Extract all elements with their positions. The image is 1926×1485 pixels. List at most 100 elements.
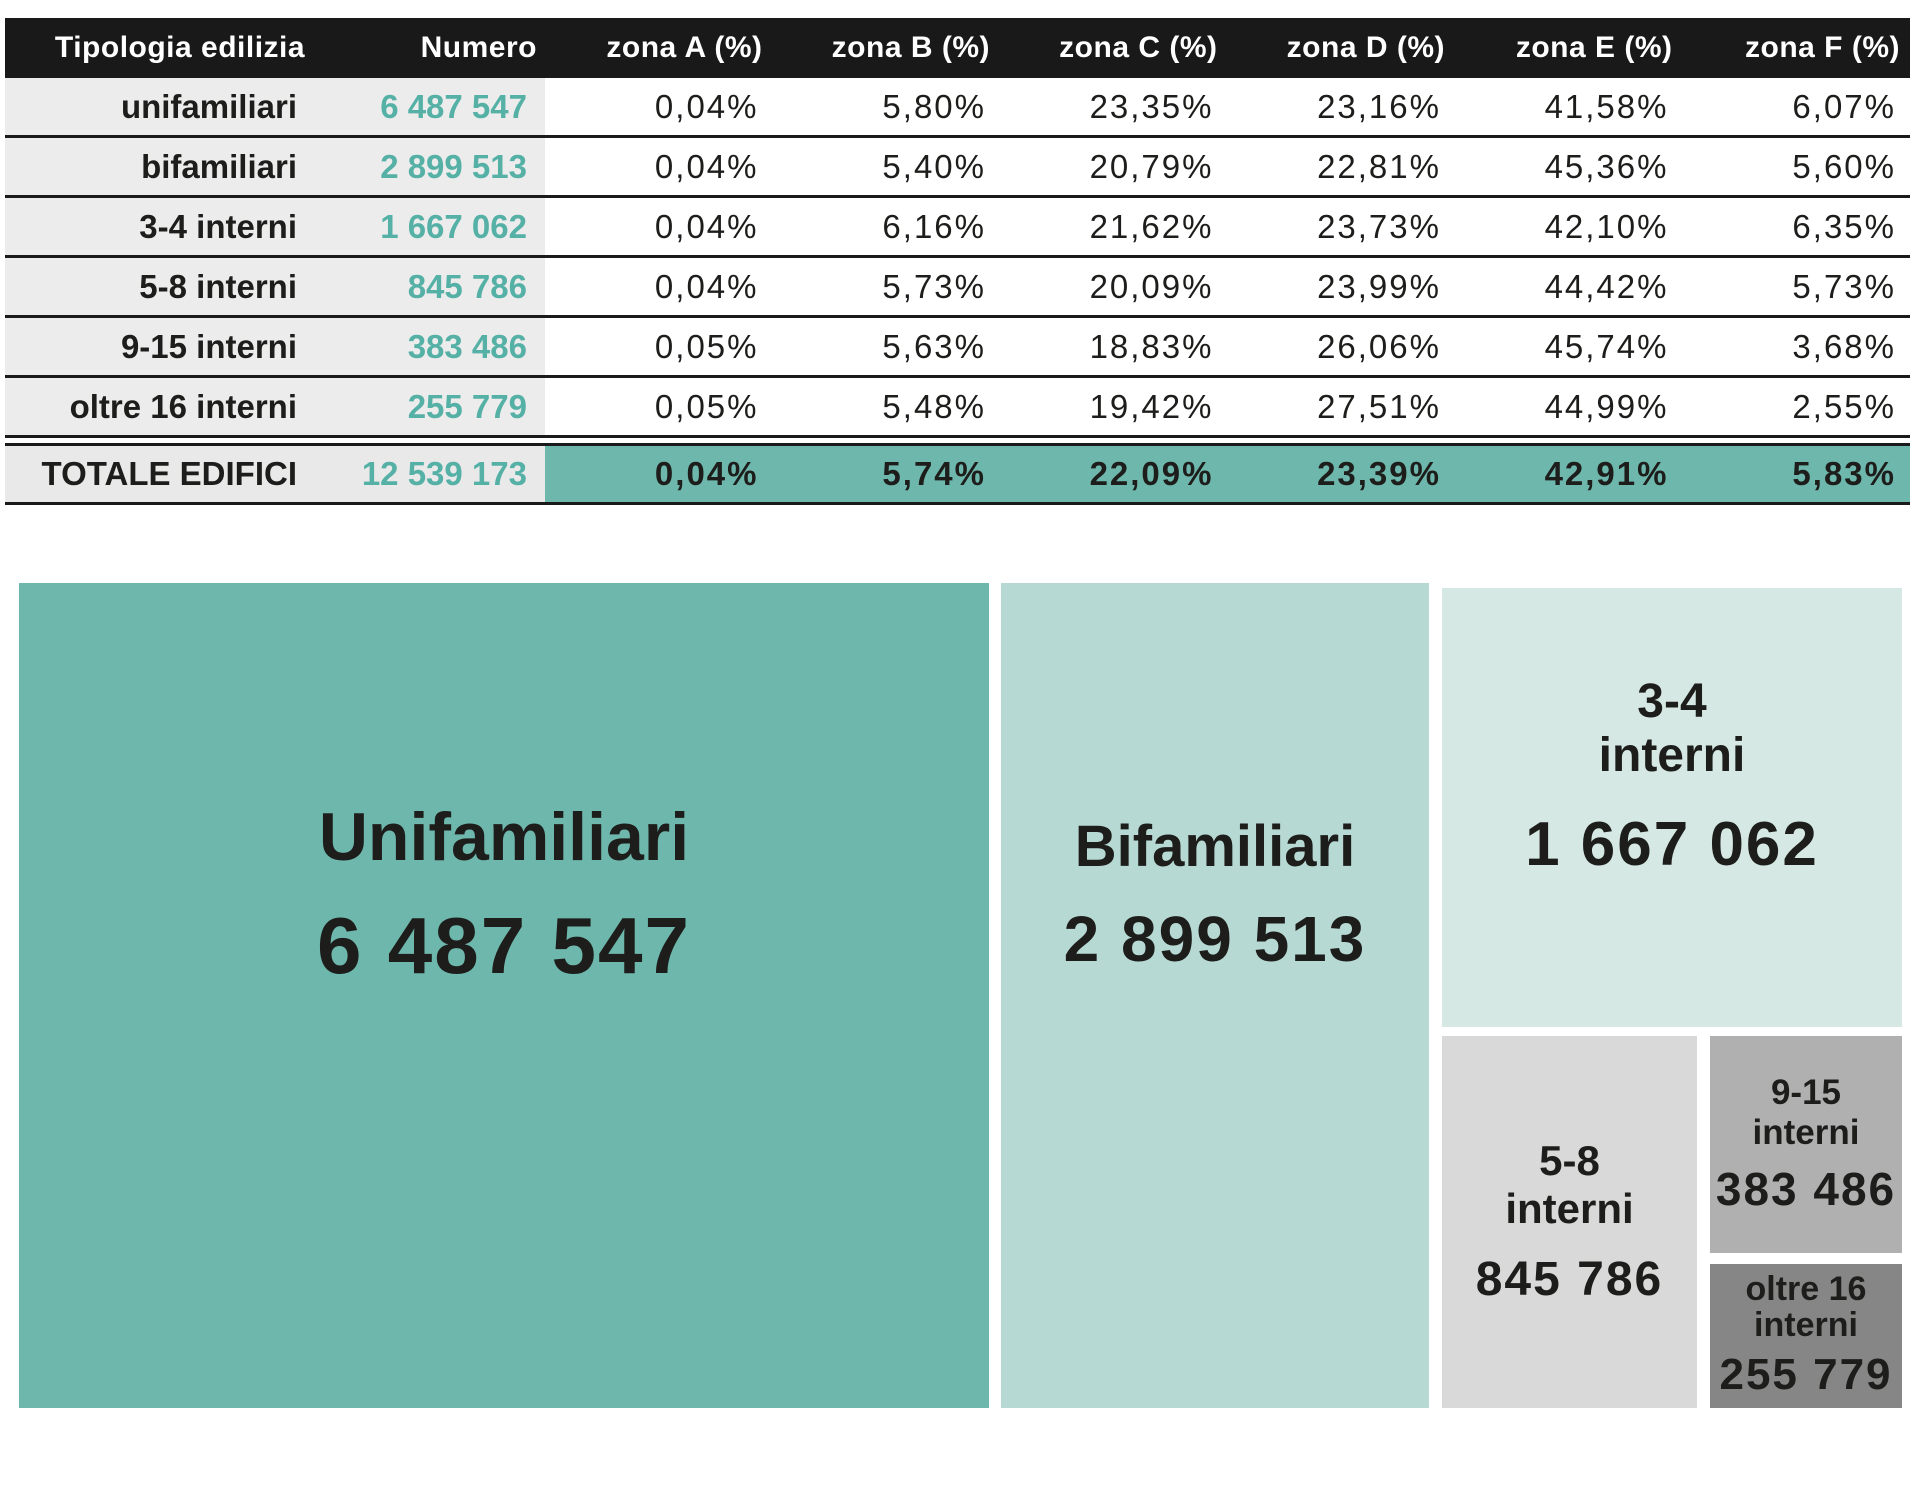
row-numero: 1 667 062 xyxy=(355,198,545,255)
zona-d-value: 26,06% xyxy=(1227,318,1455,375)
block-label-line1: 9-15 xyxy=(1770,1073,1842,1113)
building-typology-table: Tipologia edilizia Numero zona A (%) zon… xyxy=(5,18,1910,505)
zona-d-value: 23,16% xyxy=(1227,78,1455,135)
row-label: oltre 16 interni xyxy=(5,378,355,435)
block-label: oltre 16 interni xyxy=(1745,1270,1867,1344)
zona-c-value: 20,79% xyxy=(1000,138,1228,195)
zona-a-value: 0,04% xyxy=(545,198,773,255)
block-value: 255 779 xyxy=(1719,1349,1893,1399)
zona-b-value: 6,16% xyxy=(772,198,1000,255)
zona-d-value: 23,73% xyxy=(1227,198,1455,255)
block-label: 3-4 interni xyxy=(1599,675,1746,783)
total-zona-d: 23,39% xyxy=(1227,446,1455,502)
table-row-totale-edifici: TOTALE EDIFICI 12 539 173 0,04% 5,74% 22… xyxy=(5,443,1910,505)
total-zona-a: 0,04% xyxy=(545,446,773,502)
row-numero: 2 899 513 xyxy=(355,138,545,195)
zona-f-value: 6,35% xyxy=(1682,198,1910,255)
treemap-block-9-15-interni: 9-15 interni 383 486 xyxy=(1710,1036,1902,1253)
zona-b-value: 5,80% xyxy=(772,78,1000,135)
block-label: Bifamiliari xyxy=(1074,814,1356,880)
block-label: 9-15 interni xyxy=(1753,1073,1860,1151)
zona-d-value: 23,99% xyxy=(1227,258,1455,315)
zona-e-value: 42,10% xyxy=(1455,198,1683,255)
zona-a-value: 0,04% xyxy=(545,258,773,315)
block-label-line2: interni xyxy=(1754,1306,1858,1344)
zona-c-value: 23,35% xyxy=(1000,78,1228,135)
col-header-zona-c: zona C (%) xyxy=(1059,31,1218,64)
row-numero: 255 779 xyxy=(355,378,545,435)
total-zona-b: 5,74% xyxy=(772,446,1000,502)
block-label-line2: interni xyxy=(1505,1184,1634,1232)
row-numero: 383 486 xyxy=(355,318,545,375)
row-label: 3-4 interni xyxy=(5,198,355,255)
block-value: 845 786 xyxy=(1475,1252,1664,1306)
table-row-5-8-interni: 5-8 interni 845 786 0,04% 5,73% 20,09% 2… xyxy=(5,258,1910,318)
zona-f-value: 5,73% xyxy=(1682,258,1910,315)
block-label-line1: 3-4 xyxy=(1637,675,1707,729)
block-value: 1 667 062 xyxy=(1525,809,1819,879)
treemap-block-unifamiliari: Unifamiliari 6 487 547 xyxy=(19,583,989,1408)
zona-e-value: 41,58% xyxy=(1455,78,1683,135)
zona-e-value: 44,42% xyxy=(1455,258,1683,315)
zona-f-value: 2,55% xyxy=(1682,378,1910,435)
table-row-bifamiliari: bifamiliari 2 899 513 0,04% 5,40% 20,79%… xyxy=(5,138,1910,198)
zona-c-value: 21,62% xyxy=(1000,198,1228,255)
row-label: bifamiliari xyxy=(5,138,355,195)
zona-a-value: 0,05% xyxy=(545,318,773,375)
zona-b-value: 5,63% xyxy=(772,318,1000,375)
total-label: TOTALE EDIFICI xyxy=(5,446,355,502)
treemap-block-5-8-interni: 5-8 interni 845 786 xyxy=(1442,1036,1697,1408)
zona-a-value: 0,04% xyxy=(545,138,773,195)
table-row-3-4-interni: 3-4 interni 1 667 062 0,04% 6,16% 21,62%… xyxy=(5,198,1910,258)
zona-f-value: 5,60% xyxy=(1682,138,1910,195)
zona-b-value: 5,40% xyxy=(772,138,1000,195)
row-numero: 845 786 xyxy=(355,258,545,315)
treemap: Unifamiliari 6 487 547 Bifamiliari 2 899… xyxy=(19,583,1902,1408)
col-header-zona-d: zona D (%) xyxy=(1286,31,1445,64)
block-label-line2: interni xyxy=(1752,1112,1860,1152)
col-header-tipologia: Tipologia edilizia xyxy=(54,31,306,64)
block-label: Unifamiliari xyxy=(318,799,690,876)
row-label: 5-8 interni xyxy=(5,258,355,315)
zona-e-value: 45,74% xyxy=(1455,318,1683,375)
col-header-zona-a: zona A (%) xyxy=(606,31,763,64)
row-numero: 6 487 547 xyxy=(355,78,545,135)
treemap-block-oltre-16-interni: oltre 16 interni 255 779 xyxy=(1710,1264,1902,1408)
total-numero: 12 539 173 xyxy=(355,446,545,502)
block-value: 6 487 547 xyxy=(317,900,691,990)
block-label-line1: 5-8 xyxy=(1539,1137,1600,1185)
block-label: 5-8 interni xyxy=(1505,1137,1633,1231)
zona-f-value: 6,07% xyxy=(1682,78,1910,135)
block-label-line1: oltre 16 xyxy=(1745,1270,1867,1309)
col-header-zona-b: zona B (%) xyxy=(831,31,990,64)
zona-b-value: 5,73% xyxy=(772,258,1000,315)
zona-e-value: 44,99% xyxy=(1455,378,1683,435)
zona-a-value: 0,04% xyxy=(545,78,773,135)
block-value: 383 486 xyxy=(1715,1162,1897,1215)
treemap-block-bifamiliari: Bifamiliari 2 899 513 xyxy=(1001,583,1429,1408)
col-header-numero: Numero xyxy=(420,31,537,64)
col-header-zona-e: zona E (%) xyxy=(1515,31,1673,64)
row-label: unifamiliari xyxy=(5,78,355,135)
block-label-line2: interni xyxy=(1598,729,1746,782)
zona-b-value: 5,48% xyxy=(772,378,1000,435)
zona-d-value: 22,81% xyxy=(1227,138,1455,195)
zona-e-value: 45,36% xyxy=(1455,138,1683,195)
table-header-row: Tipologia edilizia Numero zona A (%) zon… xyxy=(5,18,1910,78)
zona-a-value: 0,05% xyxy=(545,378,773,435)
col-header-zona-f: zona F (%) xyxy=(1745,31,1900,64)
zona-d-value: 27,51% xyxy=(1227,378,1455,435)
zona-c-value: 19,42% xyxy=(1000,378,1228,435)
block-value: 2 899 513 xyxy=(1063,902,1367,975)
table-row-unifamiliari: unifamiliari 6 487 547 0,04% 5,80% 23,35… xyxy=(5,78,1910,138)
table-row-9-15-interni: 9-15 interni 383 486 0,05% 5,63% 18,83% … xyxy=(5,318,1910,378)
zona-c-value: 20,09% xyxy=(1000,258,1228,315)
row-label: 9-15 interni xyxy=(5,318,355,375)
zona-f-value: 3,68% xyxy=(1682,318,1910,375)
total-zona-f: 5,83% xyxy=(1682,446,1910,502)
total-zona-c: 22,09% xyxy=(1000,446,1228,502)
total-zona-e: 42,91% xyxy=(1455,446,1683,502)
treemap-block-3-4-interni: 3-4 interni 1 667 062 xyxy=(1442,588,1902,1027)
table-row-oltre-16-interni: oltre 16 interni 255 779 0,05% 5,48% 19,… xyxy=(5,378,1910,438)
